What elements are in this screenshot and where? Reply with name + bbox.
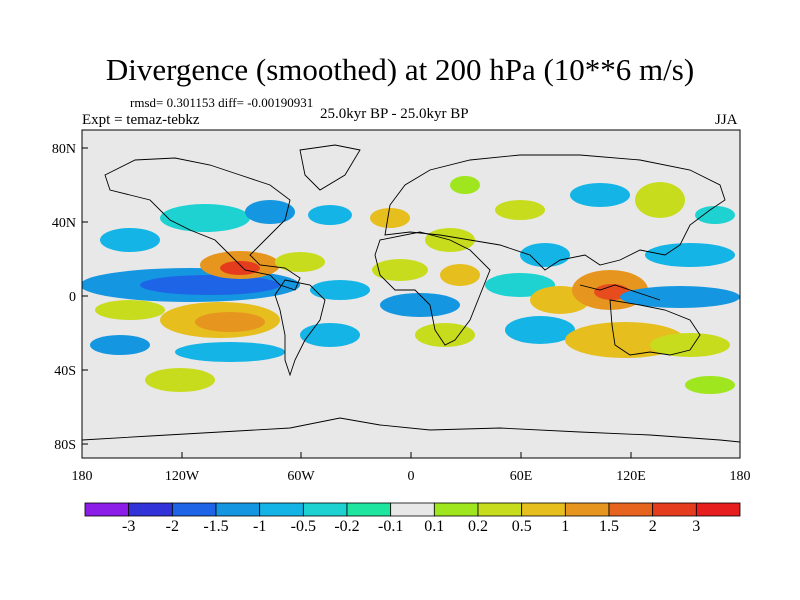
field-blob: [372, 259, 428, 281]
colorbar-swatch: [84, 502, 130, 517]
colorbar-swatch: [695, 502, 741, 517]
lat-label: 80N: [52, 142, 76, 157]
field-blob: [370, 208, 410, 228]
season-label: JJA: [715, 112, 738, 128]
field-blob: [140, 275, 280, 295]
field-blob: [160, 204, 250, 232]
field-blob: [685, 376, 735, 394]
field-blob: [520, 243, 570, 267]
colorbar-label: -1: [253, 518, 267, 535]
stats-text: rmsd= 0.301153 diff= -0.00190931: [130, 95, 314, 110]
field-blob: [100, 228, 160, 252]
colorbar-swatch: [171, 502, 217, 517]
colorbar-label: 0.5: [511, 518, 532, 535]
coastline-north-america: [104, 157, 301, 291]
field-blob: [145, 368, 215, 392]
colorbar-label: -0.5: [290, 518, 316, 535]
field-blob: [645, 243, 735, 267]
colorbar-label: 0.1: [424, 518, 445, 535]
colorbar-swatch: [652, 502, 697, 517]
lat-label: 0: [69, 290, 76, 305]
field-blob: [245, 200, 295, 224]
period-label: 25.0kyr BP - 25.0kyr BP: [320, 106, 469, 122]
colorbar-label: 1: [561, 518, 570, 535]
field-blob: [275, 252, 325, 272]
field-blob: [495, 200, 545, 220]
lat-label: 40S: [54, 364, 76, 379]
lon-label: 180: [730, 469, 751, 484]
field-blob: [695, 206, 735, 224]
coastline-maritime-continent: [579, 284, 661, 301]
lat-label: 40N: [52, 216, 76, 231]
plot-title: Divergence (smoothed) at 200 hPa (10**6 …: [105, 52, 695, 87]
colorbar-swatch: [433, 502, 479, 517]
lon-label: 120E: [616, 469, 646, 484]
coastline-australia: [609, 299, 701, 356]
field-blob: [635, 182, 685, 218]
field-blob: [650, 333, 730, 357]
field-blob: [440, 264, 480, 286]
colorbar-swatch: [564, 502, 610, 517]
colorbar-label: -2: [165, 518, 179, 535]
lon-label: 180: [72, 469, 93, 484]
lon-labels: 180 120W 60W 0 60E 120E 180: [72, 469, 751, 484]
field-blob: [310, 280, 370, 300]
field-blob: [380, 293, 460, 317]
field-blob: [570, 183, 630, 207]
colorbar-swatch: [477, 502, 523, 517]
field-blob: [90, 335, 150, 355]
field-blob: [195, 312, 265, 332]
field-blob: [415, 323, 475, 347]
coastline-south-america: [274, 279, 326, 377]
colorbar-swatch: [346, 502, 392, 517]
experiment-label: Expt = temaz-tebkz: [82, 112, 200, 128]
field-blob: [300, 323, 360, 347]
coastline-eurasia: [384, 154, 726, 271]
colorbar-swatch: [302, 502, 348, 517]
field-blob: [175, 342, 285, 362]
lat-labels: 80N 40N 0 40S 80S: [52, 142, 76, 453]
coastline-greenland: [299, 144, 361, 191]
field-blob: [95, 300, 165, 320]
coastline-antarctica: [82, 417, 740, 443]
colorbar-label: 3: [692, 518, 701, 535]
colorbar-label: 2: [648, 518, 657, 535]
coastline-africa: [374, 231, 491, 346]
colorbar: [84, 502, 741, 517]
field-blob: [620, 286, 740, 308]
colorbar-label: 1.5: [599, 518, 619, 535]
lon-label: 120W: [165, 469, 200, 484]
colorbar-swatch: [521, 502, 566, 517]
coastlines: [82, 144, 740, 443]
lon-label: 60W: [287, 469, 315, 484]
colorbar-label: -3: [122, 518, 136, 535]
colorbar-swatch: [215, 502, 261, 517]
field-blob: [220, 261, 260, 275]
colorbar-swatch: [128, 502, 173, 517]
axis-ticks: [82, 147, 632, 458]
colorbar-label: -0.1: [378, 518, 404, 535]
colorbar-swatch: [390, 502, 435, 517]
colorbar-label: -0.2: [334, 518, 360, 535]
lon-label: 0: [408, 469, 415, 484]
lat-label: 80S: [54, 438, 76, 453]
field-blob: [450, 176, 480, 194]
colorbar-swatch: [608, 502, 654, 517]
colorbar-swatch: [259, 502, 304, 517]
colorbar-label: 0.2: [468, 518, 488, 535]
colorbar-label: -1.5: [203, 518, 229, 535]
field-blob: [308, 205, 352, 225]
lon-label: 60E: [510, 469, 533, 484]
field-blob: [505, 316, 575, 344]
